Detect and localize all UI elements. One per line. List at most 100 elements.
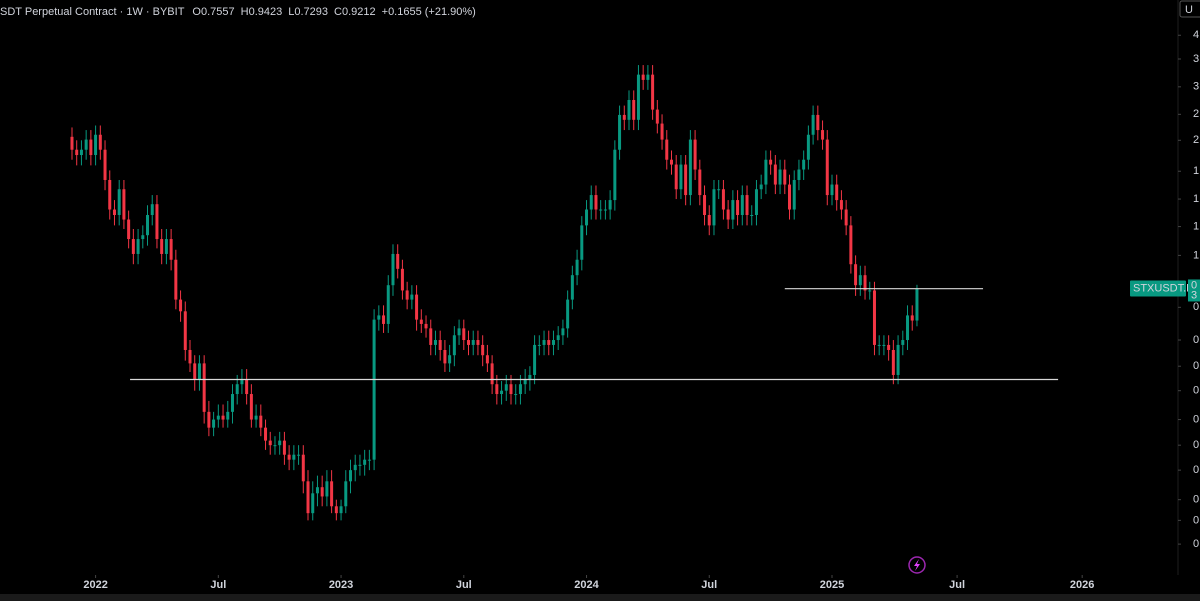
candle-body xyxy=(561,328,565,336)
candle-body xyxy=(325,481,329,497)
candle-body xyxy=(311,493,315,514)
candle-body xyxy=(901,340,905,345)
change-label: +0.1655 (+21.90%) xyxy=(382,6,476,18)
candle-body xyxy=(906,315,910,341)
candle-body xyxy=(433,340,437,345)
candle-body xyxy=(797,169,801,180)
candle-body xyxy=(495,384,499,395)
candle-body xyxy=(103,149,107,180)
candle-body xyxy=(745,195,749,216)
candle-body xyxy=(226,411,230,420)
y-tick-label: 1 xyxy=(1193,249,1199,261)
candle-body xyxy=(197,363,201,380)
candle-body xyxy=(419,319,423,324)
y-tick-label: 0 xyxy=(1193,385,1199,397)
ohlc-value: 0.9212 xyxy=(342,6,376,18)
currency-box xyxy=(1179,0,1200,18)
candle-body xyxy=(212,419,216,428)
candle-body xyxy=(788,184,792,210)
candle-body xyxy=(504,384,508,391)
candle-body xyxy=(759,184,763,190)
candle-body xyxy=(844,209,848,226)
candle-body xyxy=(669,159,673,165)
y-tick-label: 1 xyxy=(1193,193,1199,205)
candle-body xyxy=(89,139,93,156)
candle-body xyxy=(736,200,740,216)
candle-body xyxy=(292,454,296,460)
y-tick-label: 3 xyxy=(1193,53,1199,65)
candle-body xyxy=(622,114,626,120)
currency-tag: U xyxy=(1185,4,1193,16)
candle-body xyxy=(169,239,173,260)
x-tick-label: 2026 xyxy=(1070,579,1094,591)
candle-body xyxy=(457,328,461,336)
candle-body xyxy=(98,134,102,150)
candle-body xyxy=(415,294,419,320)
price-tag-box xyxy=(1130,280,1186,297)
candle-body xyxy=(679,164,683,190)
candle-body xyxy=(183,311,187,350)
candle-body xyxy=(358,464,362,466)
candle-body xyxy=(551,340,555,345)
candle-body xyxy=(518,384,522,395)
candle-body xyxy=(117,189,121,216)
candle-body xyxy=(580,225,584,260)
candle-body xyxy=(769,159,773,165)
candle-body xyxy=(887,344,891,350)
candle-body xyxy=(618,114,622,150)
candle-body xyxy=(783,169,787,185)
candle-body xyxy=(235,384,239,395)
y-tick-label: 0 xyxy=(1193,360,1199,372)
x-tick-label: Jul xyxy=(701,579,717,591)
candle-body xyxy=(882,344,886,346)
candle-body xyxy=(344,481,348,507)
candle-body xyxy=(750,215,754,217)
candle-body xyxy=(528,374,532,380)
candle-body xyxy=(703,195,707,216)
candle-body xyxy=(230,394,234,412)
candle-body xyxy=(79,149,83,156)
candle-body xyxy=(155,204,159,240)
candle-body xyxy=(160,239,164,254)
candle-body xyxy=(651,74,655,110)
candle-body xyxy=(481,344,485,356)
candle-body xyxy=(476,340,480,345)
candle-body xyxy=(863,275,867,291)
candle-body xyxy=(320,487,324,497)
y-tick-label: 1 xyxy=(1193,220,1199,232)
candle-body xyxy=(485,355,489,364)
candle-body xyxy=(207,411,211,428)
candle-body xyxy=(627,99,631,120)
candle-body xyxy=(792,179,796,210)
candle-body xyxy=(802,159,806,170)
candle-body xyxy=(70,136,74,150)
candle-body xyxy=(334,506,338,514)
candle-body xyxy=(301,454,305,482)
x-tick-label: Jul xyxy=(949,579,965,591)
x-tick-label: 2023 xyxy=(329,579,353,591)
x-tick-label: Jul xyxy=(210,579,226,591)
y-tick-label: 0 xyxy=(1193,538,1199,550)
candle-body xyxy=(854,264,858,286)
candle-body xyxy=(377,315,381,320)
y-tick-label: 0 xyxy=(1193,464,1199,476)
ohlc-label: O xyxy=(192,6,201,18)
candle-body xyxy=(603,209,607,211)
candle-body xyxy=(353,464,357,471)
candle-body xyxy=(523,379,527,385)
y-tick-label: 1 xyxy=(1193,165,1199,177)
y-tick-label: 0 xyxy=(1193,334,1199,346)
x-tick-label: 2022 xyxy=(83,579,107,591)
candle-body xyxy=(514,394,518,396)
candle-body xyxy=(363,459,367,465)
bottom-bar xyxy=(0,594,1200,601)
x-tick-label: 2025 xyxy=(820,579,844,591)
candle-body xyxy=(164,239,168,254)
candle-body xyxy=(448,355,452,364)
candle-body xyxy=(221,415,225,420)
candle-body xyxy=(740,195,744,216)
candle-body xyxy=(821,130,825,140)
candle-body xyxy=(490,363,494,385)
